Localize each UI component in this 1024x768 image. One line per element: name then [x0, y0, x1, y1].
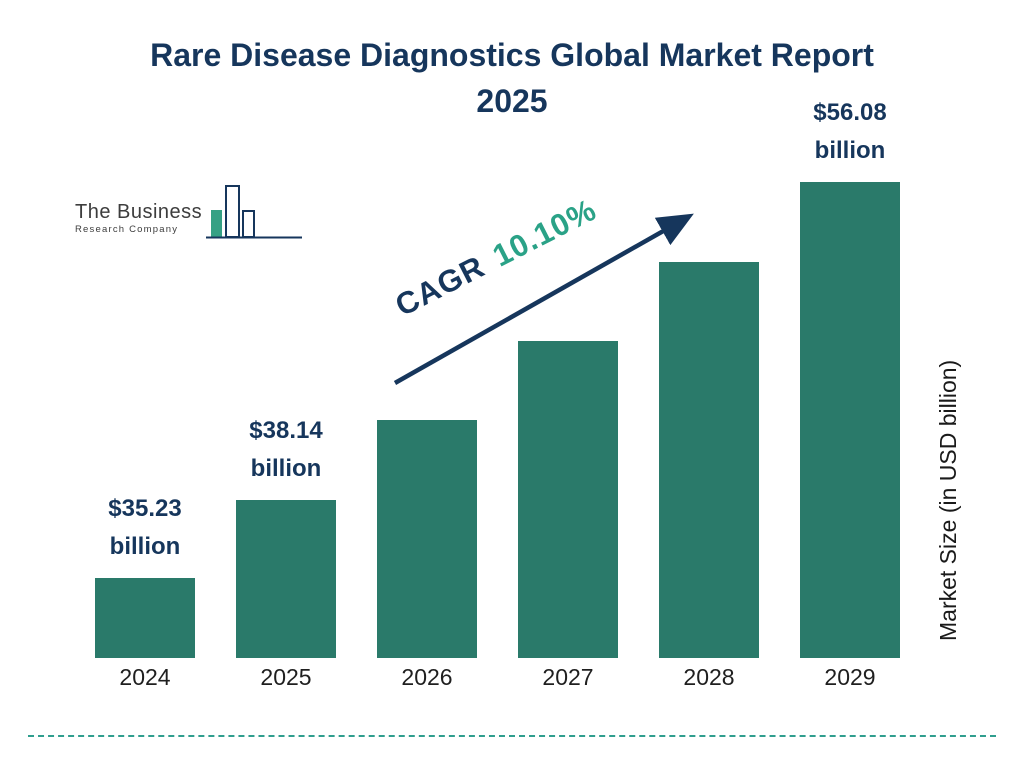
page-title: Rare Disease Diagnostics Global Market R…: [150, 37, 874, 120]
bar-value-label-2029: $56.08 billion: [813, 99, 887, 164]
bar-2025: [236, 500, 336, 658]
x-axis-label-2029: 2029: [824, 664, 876, 690]
x-axis: 2024 2025 2026 2027 2028 2029: [95, 664, 900, 691]
bar-column-2024: $35.23 billion: [95, 490, 195, 658]
x-axis-label-2027: 2027: [542, 664, 594, 690]
bar-value-label-2024: $35.23 billion: [108, 495, 182, 560]
bar-column-2029: $56.08 billion: [800, 94, 900, 658]
bar-2028: [659, 262, 759, 658]
bar-column-2027: [518, 341, 618, 658]
x-axis-label-2028: 2028: [683, 664, 735, 690]
x-axis-label-2024: 2024: [119, 664, 171, 690]
y-axis-label: Market Size (in USD billion): [935, 359, 961, 641]
bar-column-2028: [659, 262, 759, 658]
bar-column-2025: $38.14 billion: [236, 412, 336, 658]
logo-name: The Business: [75, 201, 203, 223]
bar-2029: [800, 182, 900, 658]
bottom-dashed-divider: [28, 735, 996, 737]
bar-chart-logo-icon: [204, 180, 304, 249]
bar-column-2026: [377, 420, 477, 658]
company-logo: The Business Research Company: [75, 180, 304, 249]
x-axis-label-2026: 2026: [401, 664, 453, 690]
x-axis-label-2025: 2025: [260, 664, 312, 690]
logo-subname: Research Company: [75, 224, 179, 235]
bar-2027: [518, 341, 618, 658]
bar-value-label-2025: $38.14 billion: [249, 417, 323, 482]
bar-2026: [377, 420, 477, 658]
bar-chart: $35.23 billion $38.14 billion $56.08 billion: [95, 60, 900, 658]
bar-2024: [95, 578, 195, 658]
logo-text: The Business Research Company: [75, 201, 202, 249]
